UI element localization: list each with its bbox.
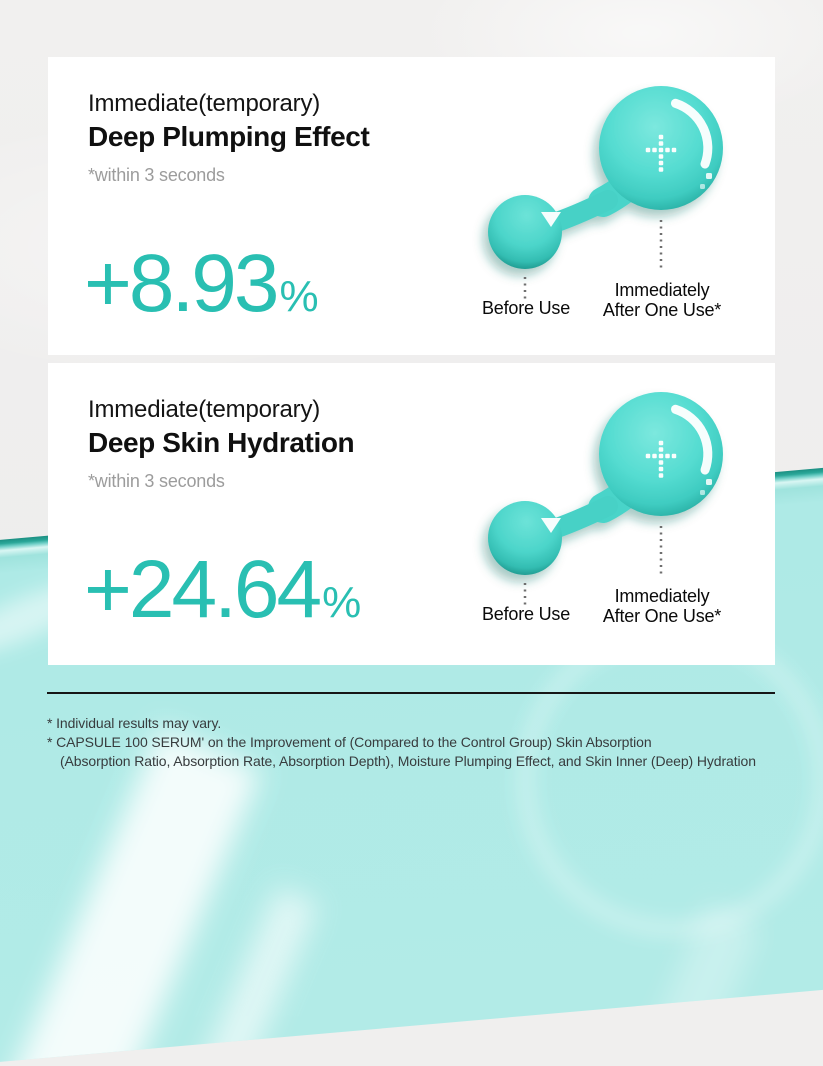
percent-sign: % [322,578,361,627]
disclaimer-line: * Individual results may vary. [47,715,222,731]
panel-subtitle: Immediate(temporary) [88,396,321,423]
panel-skin-hydration: Immediate(temporary) Deep Skin Hydration… [48,363,775,665]
disclaimer-line: * CAPSULE 100 SERUM' on the Improvement … [47,734,652,750]
footer-disclaimer: * Individual results may vary. * CAPSULE… [47,714,787,771]
droplet-triangle-highlight [541,518,561,533]
label-after-use: Immediately After One Use* [562,280,762,320]
droplet-triangle-highlight [541,212,561,227]
label-after-line2: After One Use* [602,300,722,320]
label-after-use: Immediately After One Use* [562,586,762,626]
stat-number: +8.93 [84,238,279,329]
droplet-highlight [671,404,713,475]
panel-subtitle: Immediate(temporary) [88,90,321,117]
label-before-use: Before Use [481,604,571,624]
panel-title: Deep Plumping Effect [88,121,370,152]
droplet-speck [706,173,712,179]
droplet-before-icon [488,195,562,269]
panel-note: *within 3 seconds [88,165,225,185]
disclaimer-line: (Absorption Ratio, Absorption Rate, Abso… [60,753,756,769]
plus-icon [645,440,677,478]
percent-sign: % [279,272,318,321]
droplet-highlight [671,98,713,169]
label-after-line1: Immediately [614,280,710,300]
label-before-use: Before Use [481,298,571,318]
panel-title: Deep Skin Hydration [88,427,355,458]
droplet-speck [700,184,705,189]
droplet-speck [706,479,712,485]
droplet-illustration [488,86,723,301]
plus-icon [645,134,677,172]
droplet-illustration [488,392,723,607]
footer-divider [47,692,775,694]
stat-value: +8.93% [84,243,319,325]
panel-note: *within 3 seconds [88,471,225,491]
droplet-before-icon [488,501,562,575]
droplet-speck [700,490,705,495]
stat-value: +24.64% [84,549,361,631]
panel-plumping-effect: Immediate(temporary) Deep Plumping Effec… [48,57,775,355]
label-after-line2: After One Use* [602,606,722,626]
stat-number: +24.64 [84,544,322,635]
label-after-line1: Immediately [614,586,710,606]
